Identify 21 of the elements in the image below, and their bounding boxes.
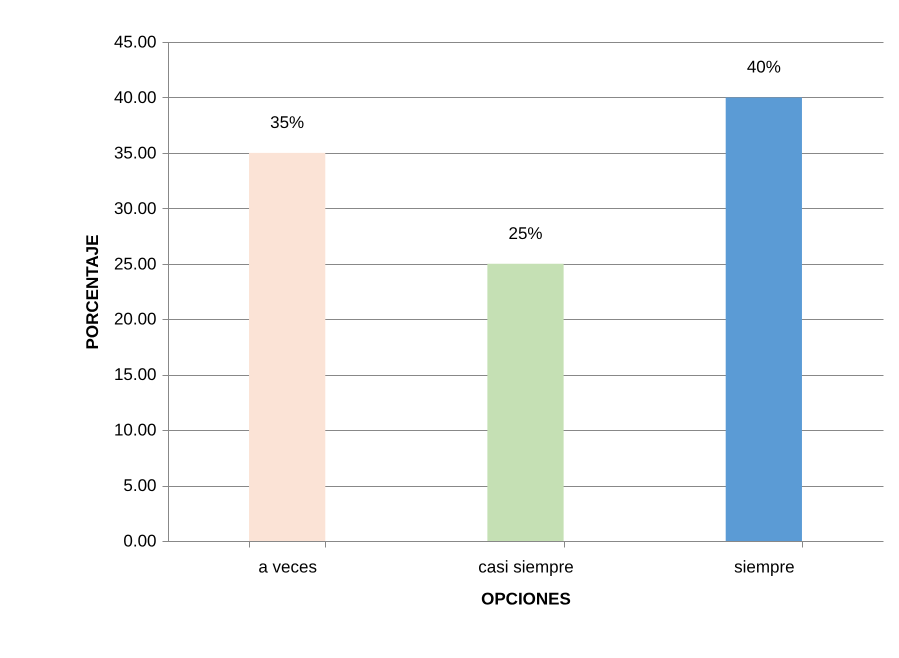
y-tick-label: 30.00 [114,198,156,218]
y-tick-label: 35.00 [114,143,156,162]
data-label: 35% [270,112,304,132]
x-tick-label: siempre [734,558,795,576]
x-tick-label: a veces [258,558,317,576]
y-axis-title: PORCENTAJE [82,234,102,350]
x-axis-title: OPCIONES [481,590,571,608]
bar [249,152,326,541]
y-tick-label: 25.00 [114,254,156,274]
data-label: 25% [508,224,543,243]
data-label: 40% [746,57,781,76]
bar [726,97,802,541]
bar [487,264,564,541]
y-tick-label: 0.00 [123,532,156,550]
y-tick-label: 5.00 [123,476,156,496]
y-tick-label: 10.00 [114,420,156,440]
y-tick-label: 20.00 [114,310,156,329]
y-tick-label: 15.00 [114,365,156,384]
y-tick-label: 45.00 [114,32,156,52]
x-tick-label: casi siempre [478,558,574,576]
y-tick-label: 40.00 [114,88,156,107]
